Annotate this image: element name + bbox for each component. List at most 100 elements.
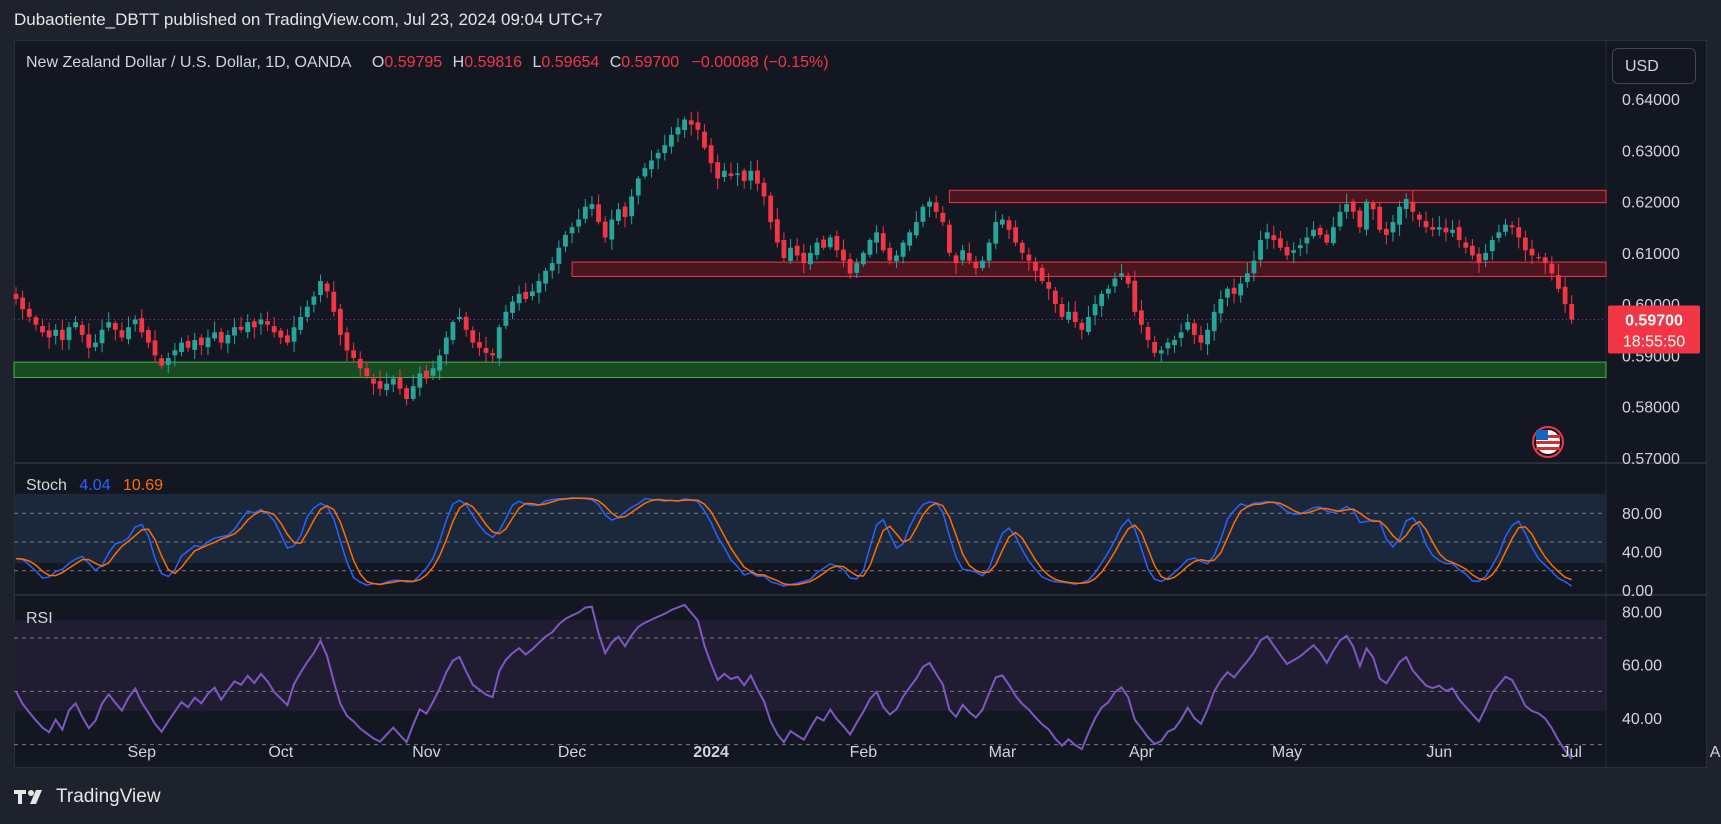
candle-body	[668, 134, 674, 147]
candle-body	[251, 321, 257, 328]
candle-body	[1225, 288, 1230, 298]
candle-body	[1059, 304, 1065, 317]
last-price-badge-countdown: 18:55:50	[1623, 334, 1685, 351]
candle-body	[404, 388, 409, 400]
zone-support[interactable]	[13, 361, 1607, 378]
candle-body	[53, 329, 59, 336]
candle-body	[1503, 224, 1508, 232]
candle-body	[304, 306, 310, 317]
tradingview-logo-icon	[14, 790, 42, 804]
candle-body	[1410, 201, 1416, 212]
candle-body	[867, 240, 873, 255]
candle-body	[311, 296, 317, 305]
candle-body	[569, 227, 575, 234]
candle-body	[291, 327, 297, 342]
candle-body	[635, 178, 641, 196]
candle-body	[801, 252, 807, 264]
candle-body	[1119, 273, 1124, 276]
candle-body	[1033, 262, 1038, 271]
candle-body	[152, 340, 158, 356]
candle-body	[913, 222, 919, 236]
candle-body	[1450, 229, 1455, 233]
currency-button[interactable]: USD	[1612, 48, 1696, 84]
tradingview-brand[interactable]: TradingView	[14, 786, 161, 808]
candle-body	[1125, 275, 1131, 284]
candle-body	[986, 242, 992, 261]
candle-body	[1423, 221, 1429, 228]
high-value: 0.59816	[464, 54, 523, 71]
candle-body	[351, 350, 357, 358]
candle-body	[543, 270, 548, 284]
candle-body	[860, 252, 866, 265]
candle-body	[1324, 234, 1330, 243]
high-label: H	[452, 54, 465, 71]
candle-body	[1383, 228, 1389, 235]
candle-body	[874, 232, 879, 243]
candle-body	[1019, 242, 1025, 253]
candle-body	[980, 260, 985, 269]
candle-body	[960, 250, 966, 261]
candle-body	[1052, 290, 1058, 305]
symbol-legend: New Zealand Dollar / U.S. Dollar, 1D, OA…	[26, 54, 829, 72]
candle-body	[1244, 273, 1250, 282]
stoch-layer	[14, 497, 1606, 587]
candle-body	[1291, 250, 1297, 253]
candle-body	[1390, 222, 1396, 233]
candle-body	[1317, 227, 1323, 235]
rsi-tick-label: 80.00	[1622, 604, 1662, 621]
candle-body	[278, 330, 284, 338]
candle-body	[430, 368, 436, 376]
candle-body	[1013, 227, 1019, 243]
candle-body	[1271, 235, 1277, 241]
candle-body	[503, 311, 509, 326]
candle-body	[73, 322, 78, 328]
stoch-band-fill	[14, 494, 1606, 563]
candle-body	[894, 255, 899, 262]
candle-body	[1483, 252, 1489, 261]
candle-body	[735, 173, 740, 175]
zone-resistance-lower[interactable]	[571, 261, 1607, 277]
candle-body	[377, 381, 383, 389]
candle-body	[1086, 316, 1091, 332]
candle-body	[741, 170, 747, 182]
candle-body	[496, 327, 502, 359]
price-tick-label: 0.63000	[1622, 143, 1680, 160]
candle-body	[755, 170, 760, 184]
candle-body	[146, 330, 151, 343]
candle-body	[966, 252, 972, 261]
zone-resistance-upper[interactable]	[948, 189, 1607, 204]
candle-body	[999, 219, 1005, 225]
time-tick-label: Aug	[1710, 744, 1721, 761]
candle-body	[1516, 227, 1522, 238]
candle-body	[357, 358, 363, 369]
candle-body	[205, 337, 211, 348]
change-value: −0.00088 (−0.15%)	[691, 54, 829, 71]
rsi-band-fill	[14, 620, 1606, 711]
candle-body	[602, 221, 608, 238]
candle-body	[1476, 253, 1482, 264]
candle-body	[1536, 257, 1541, 259]
time-tick-label: Mar	[989, 744, 1017, 761]
price-tick-label: 0.58000	[1622, 400, 1680, 417]
candle-body	[1165, 342, 1171, 349]
candle-body	[662, 145, 668, 154]
candle-body	[384, 383, 390, 391]
candle-body	[86, 334, 92, 348]
candle-body	[576, 219, 582, 227]
candle-body	[1139, 310, 1144, 325]
candle-body	[947, 224, 952, 253]
candle-body	[490, 353, 496, 356]
candle-body	[616, 209, 621, 221]
us-flag-event-icon[interactable]	[1532, 426, 1564, 458]
candle-body	[265, 321, 270, 325]
candle-body	[1092, 304, 1098, 316]
candle-body	[708, 145, 714, 164]
candle-body	[192, 340, 198, 350]
candle-body	[457, 316, 462, 320]
rsi-tick-label: 60.00	[1622, 658, 1662, 675]
candle-body	[1403, 199, 1409, 209]
candle-body	[715, 162, 721, 179]
candle-body	[523, 291, 529, 300]
candle-body	[556, 247, 562, 264]
